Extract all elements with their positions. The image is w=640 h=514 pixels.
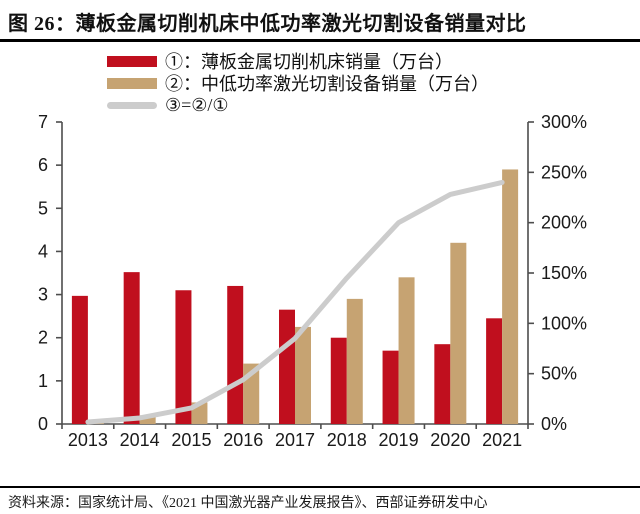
right-axis-label: 50% <box>541 364 577 384</box>
bar-machine-tool-sales-2019 <box>382 350 399 424</box>
bar-machine-tool-sales-2016 <box>227 285 244 424</box>
left-axis-label: 4 <box>38 241 48 261</box>
ratio-line <box>85 179 505 425</box>
legend-label-laser-equipment-sales: ②：中低功率激光切割设备销量（万台） <box>165 74 489 94</box>
right-axis-label: 0% <box>541 414 567 434</box>
gray-line-swatch-icon <box>107 101 157 109</box>
legend-label-machine-tool-sales: ①：薄板金属切削机床销量（万台） <box>165 52 453 72</box>
data-source-note: 资料来源：国家统计局、《2021 中国激光器产业发展报告》、西部证券研发中心 <box>8 496 488 511</box>
left-axis-label: 6 <box>38 155 48 175</box>
bar-laser-equipment-sales-2017 <box>295 326 311 424</box>
x-axis-year-label: 2016 <box>223 430 263 450</box>
bar-laser-equipment-sales-2019 <box>398 277 415 424</box>
dual-axis-bar-line-chart: 0 1 2 3 4 5 6 7 0% 50% 100% 150% 200% 250% 300% 2013 201… <box>38 112 587 450</box>
x-axis-year-label: 2020 <box>430 430 470 450</box>
legend-item-machine-tool-sales: ①：薄板金属切削机床销量（万台） <box>107 50 489 72</box>
x-axis-year-label: 2014 <box>120 430 160 450</box>
tan-bar-swatch-icon <box>107 77 157 89</box>
right-axis-label: 250% <box>541 162 587 182</box>
bar-machine-tool-sales-2014 <box>123 272 140 424</box>
bar-machine-tool-sales-2017 <box>279 309 295 424</box>
x-axis-year-label: 2018 <box>327 430 367 450</box>
right-axis-label: 200% <box>541 213 587 233</box>
footer-divider <box>0 486 640 488</box>
left-axis-label: 0 <box>38 414 48 434</box>
bar-machine-tool-sales-2021 <box>486 318 503 424</box>
right-axis-label: 150% <box>541 263 587 283</box>
legend-item-laser-equipment-sales: ②：中低功率激光切割设备销量（万台） <box>107 72 489 94</box>
bar-laser-equipment-sales-2020 <box>450 242 467 424</box>
chart-legend: ①：薄板金属切削机床销量（万台） ②：中低功率激光切割设备销量（万台） ③=②/… <box>107 50 489 116</box>
title-divider <box>0 39 640 42</box>
figure-title: 图 26：薄板金属切削机床中低功率激光切割设备销量对比 <box>8 13 527 35</box>
legend-label-ratio-line: ③=②/① <box>165 94 229 115</box>
left-axis-label: 5 <box>38 198 48 218</box>
bar-machine-tool-sales-2015 <box>175 290 192 424</box>
red-bar-swatch-icon <box>107 55 157 67</box>
left-axis-label: 2 <box>38 328 48 348</box>
x-axis-year-label: 2017 <box>275 430 315 450</box>
x-axis-year-label: 2013 <box>68 430 108 450</box>
bar-machine-tool-sales-2018 <box>330 337 347 424</box>
legend-item-ratio-line: ③=②/① <box>107 94 489 116</box>
bar-laser-equipment-sales-2014 <box>139 415 156 424</box>
bar-laser-equipment-sales-2021 <box>502 169 519 424</box>
bar-laser-equipment-sales-2018 <box>346 298 363 424</box>
bar-machine-tool-sales-2013 <box>71 295 88 424</box>
x-axis-year-label: 2019 <box>379 430 419 450</box>
x-axis-year-label: 2015 <box>171 430 211 450</box>
x-axis-year-label: 2021 <box>482 430 522 450</box>
right-axis-label: 300% <box>541 112 587 132</box>
bar-machine-tool-sales-2020 <box>434 344 451 424</box>
left-axis-label: 1 <box>38 371 48 391</box>
left-axis-label: 3 <box>38 285 48 305</box>
right-axis-label: 100% <box>541 313 587 333</box>
left-axis-label: 7 <box>38 112 48 132</box>
